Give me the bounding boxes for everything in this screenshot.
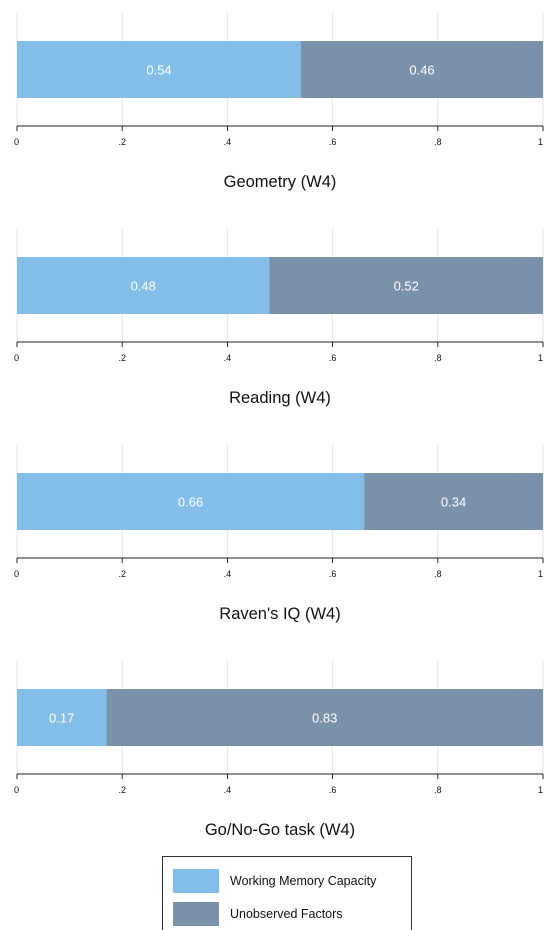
legend-swatch-unobserved bbox=[173, 902, 219, 926]
go-no-go-task-w4-tick-label: .6 bbox=[329, 785, 337, 795]
geometry-w4-tick-label: .6 bbox=[329, 137, 337, 147]
raven-s-iq-w4-bar-label: 0.34 bbox=[441, 495, 466, 510]
reading-w4-tick-label: .8 bbox=[434, 353, 442, 363]
go-no-go-task-w4-bar-label: 0.17 bbox=[49, 711, 74, 726]
go-no-go-task-w4-tick-label: .8 bbox=[434, 785, 442, 795]
raven-s-iq-w4-tick-label: .6 bbox=[329, 569, 337, 579]
raven-s-iq-w4-bar-unobserved-factors bbox=[364, 473, 543, 530]
reading-w4-bar-label: 0.48 bbox=[131, 279, 156, 294]
raven-s-iq-w4-tick-label: .4 bbox=[224, 569, 232, 579]
legend-item-unobserved: Unobserved Factors bbox=[173, 902, 343, 926]
reading-w4-tick-label: .4 bbox=[224, 353, 232, 363]
raven-s-iq-w4-title: Raven's IQ (W4) bbox=[219, 605, 340, 623]
reading-w4-tick-label: .2 bbox=[118, 353, 126, 363]
go-no-go-task-w4-tick-label: .4 bbox=[224, 785, 232, 795]
go-no-go-task-w4-title: Go/No-Go task (W4) bbox=[205, 821, 355, 839]
geometry-w4-tick-label: .8 bbox=[434, 137, 442, 147]
geometry-w4-tick-label: 0 bbox=[14, 137, 19, 147]
reading-w4-title: Reading (W4) bbox=[229, 389, 331, 407]
geometry-w4-tick-label: .4 bbox=[224, 137, 232, 147]
raven-s-iq-w4-bar-label: 0.66 bbox=[178, 495, 203, 510]
go-no-go-task-w4-tick-label: 1 bbox=[538, 785, 543, 795]
go-no-go-task-w4-bar-label: 0.83 bbox=[312, 711, 337, 726]
legend-item-working-memory: Working Memory Capacity bbox=[173, 869, 376, 893]
raven-s-iq-w4-bar-working-memory-capacity bbox=[17, 473, 365, 530]
go-no-go-task-w4-tick-label: .2 bbox=[118, 785, 126, 795]
legend-swatch-working-memory bbox=[173, 869, 219, 893]
legend-label-unobserved: Unobserved Factors bbox=[230, 907, 343, 921]
geometry-w4-tick-label: 1 bbox=[538, 137, 543, 147]
reading-w4-tick-label: 0 bbox=[14, 353, 19, 363]
raven-s-iq-w4-tick-label: .8 bbox=[434, 569, 442, 579]
geometry-w4-bar-working-memory-capacity bbox=[17, 41, 302, 98]
reading-w4-bar-working-memory-capacity bbox=[17, 257, 270, 314]
stacked-bar-charts: 0.54 0.46 0 .2 .4 .6 .8 1 Geometry (W4) 0.48 0.52 0… bbox=[14, 12, 544, 839]
legend-label-working-memory: Working Memory Capacity bbox=[230, 874, 377, 888]
go-no-go-task-w4-tick-label: 0 bbox=[14, 785, 19, 795]
raven-s-iq-w4-tick-label: .2 bbox=[118, 569, 126, 579]
raven-s-iq-w4-tick-label: 1 bbox=[538, 569, 543, 579]
geometry-w4-title: Geometry (W4) bbox=[224, 173, 337, 191]
geometry-w4-bar-label: 0.54 bbox=[146, 63, 171, 78]
reading-w4-tick-label: .6 bbox=[329, 353, 337, 363]
geometry-w4-bar-unobserved-factors bbox=[301, 41, 543, 98]
geometry-w4-tick-label: .2 bbox=[118, 137, 126, 147]
reading-w4-tick-label: 1 bbox=[538, 353, 543, 363]
go-no-go-task-w4-bar-unobserved-factors bbox=[106, 689, 544, 746]
legend: Working Memory Capacity Unobserved Facto… bbox=[162, 856, 412, 930]
raven-s-iq-w4-tick-label: 0 bbox=[14, 569, 19, 579]
reading-w4-bar-label: 0.52 bbox=[394, 279, 419, 294]
reading-w4-bar-unobserved-factors bbox=[269, 257, 543, 314]
go-no-go-task-w4-bar-working-memory-capacity bbox=[17, 689, 107, 746]
geometry-w4-bar-label: 0.46 bbox=[409, 63, 434, 78]
